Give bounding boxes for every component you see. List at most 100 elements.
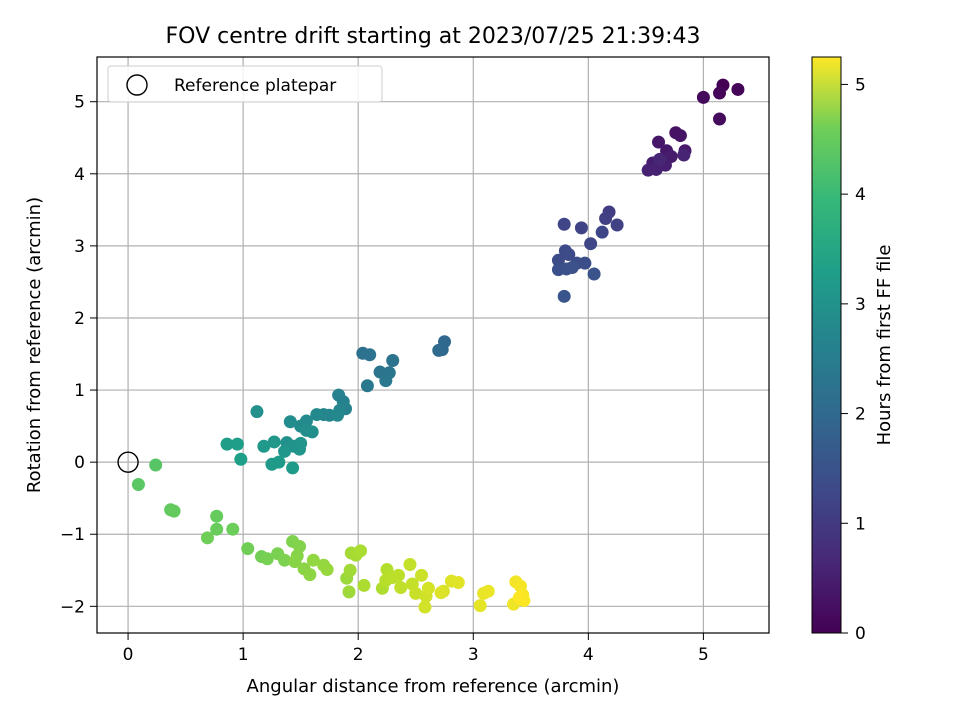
data-point-125: [512, 591, 526, 605]
data-point-20: [574, 221, 588, 235]
data-point-6: [673, 129, 687, 143]
x-tick-label-1: 1: [238, 645, 249, 665]
y-tick-label-1: −1: [60, 525, 85, 545]
data-point-18: [599, 211, 613, 225]
data-point-43: [360, 379, 374, 393]
data-point-19: [610, 218, 624, 232]
legend-marker-icon: [126, 74, 148, 96]
data-point-21: [557, 217, 571, 231]
data-point-39: [386, 353, 400, 367]
y-tick-label-4: 2: [74, 309, 85, 329]
data-point-106: [403, 558, 417, 572]
data-point-112: [421, 581, 435, 595]
data-point-98: [354, 544, 368, 558]
colorbar-tick-label-0: 0: [855, 624, 866, 644]
x-axis-label: Angular distance from reference (arcmin): [247, 676, 620, 697]
data-point-54: [283, 415, 297, 429]
data-point-99: [357, 578, 371, 592]
data-point-32: [587, 267, 601, 281]
legend-box: [107, 65, 383, 103]
data-point-33: [557, 289, 571, 303]
data-point-2: [713, 86, 727, 100]
data-point-61: [293, 442, 307, 456]
data-point-70: [234, 452, 248, 466]
data-point-78: [200, 531, 214, 545]
data-point-90: [306, 553, 320, 567]
data-point-67: [286, 461, 300, 475]
data-point-14: [649, 162, 663, 176]
data-point-4: [713, 112, 727, 126]
data-point-3: [696, 90, 710, 104]
legend: Reference platepar: [107, 65, 383, 103]
data-point-31: [565, 261, 579, 275]
data-point-7: [652, 135, 666, 149]
data-point-89: [303, 568, 317, 582]
reference-point-group: [117, 451, 139, 473]
data-point-92: [320, 563, 334, 577]
data-point-62: [278, 444, 292, 458]
data-point-111: [418, 600, 432, 614]
y-tick-label-2: 0: [74, 453, 85, 473]
colorbar: [811, 56, 842, 634]
data-points: [131, 78, 745, 614]
data-point-71: [149, 458, 163, 472]
data-point-108: [409, 586, 423, 600]
data-point-74: [167, 504, 181, 518]
chart-title: FOV centre drift starting at 2023/07/25 …: [166, 24, 701, 49]
data-point-1: [731, 82, 745, 96]
data-point-23: [584, 237, 598, 251]
data-point-16: [653, 152, 667, 166]
data-point-117: [473, 599, 487, 613]
data-point-109: [414, 568, 428, 582]
data-point-116: [451, 576, 465, 590]
y-axis-label: Rotation from reference (arcmin): [24, 197, 45, 493]
legend-entry-reference: Reference platepar: [174, 76, 336, 96]
colorbar-tick-label-3: 3: [855, 295, 866, 315]
x-tick-label-5: 5: [698, 645, 709, 665]
x-axis-ticks: 0 1 2 3 4 5: [123, 633, 709, 665]
data-point-77: [226, 522, 240, 536]
data-point-63: [267, 435, 281, 449]
plot-frame: [96, 56, 770, 634]
data-point-50: [330, 408, 344, 422]
data-point-56: [305, 425, 319, 439]
y-tick-label-5: 3: [74, 237, 85, 257]
y-tick-label-3: 1: [74, 381, 85, 401]
data-point-104: [391, 568, 405, 582]
data-point-87: [288, 555, 302, 569]
data-point-25: [562, 248, 576, 262]
data-point-38: [363, 348, 377, 362]
data-point-57: [250, 405, 264, 419]
data-point-51: [310, 408, 324, 422]
data-point-105: [394, 581, 408, 595]
data-point-81: [260, 552, 274, 566]
colorbar-tick-label-5: 5: [855, 75, 866, 95]
y-tick-label-6: 4: [74, 165, 85, 185]
x-tick-label-3: 3: [468, 645, 479, 665]
data-point-15: [677, 148, 691, 162]
data-point-76: [210, 522, 224, 536]
colorbar-ticks: 0 1 2 3 4 5: [841, 75, 866, 644]
data-point-68: [220, 437, 234, 451]
data-point-83: [278, 553, 292, 567]
y-axis-ticks: −2 −1 0 1 2 3 4 5: [60, 93, 97, 617]
x-tick-label-4: 4: [583, 645, 594, 665]
data-point-64: [257, 439, 271, 453]
grid-lines: [97, 57, 769, 633]
data-point-26: [551, 253, 565, 267]
colorbar-label: Hours from first FF file: [874, 245, 895, 446]
data-point-75: [210, 509, 224, 523]
data-point-66: [272, 455, 286, 469]
data-point-28: [578, 256, 592, 270]
data-point-94: [342, 585, 356, 599]
colorbar-tick-label-2: 2: [855, 405, 866, 425]
x-tick-label-2: 2: [353, 645, 364, 665]
y-tick-label-7: 5: [74, 93, 85, 113]
data-point-22: [595, 225, 609, 239]
colorbar-tick-label-1: 1: [855, 514, 866, 534]
data-point-95: [343, 563, 357, 577]
data-point-114: [434, 586, 448, 600]
x-tick-label-0: 0: [123, 645, 134, 665]
colorbar-tick-label-4: 4: [855, 185, 866, 205]
data-point-36: [432, 343, 446, 357]
